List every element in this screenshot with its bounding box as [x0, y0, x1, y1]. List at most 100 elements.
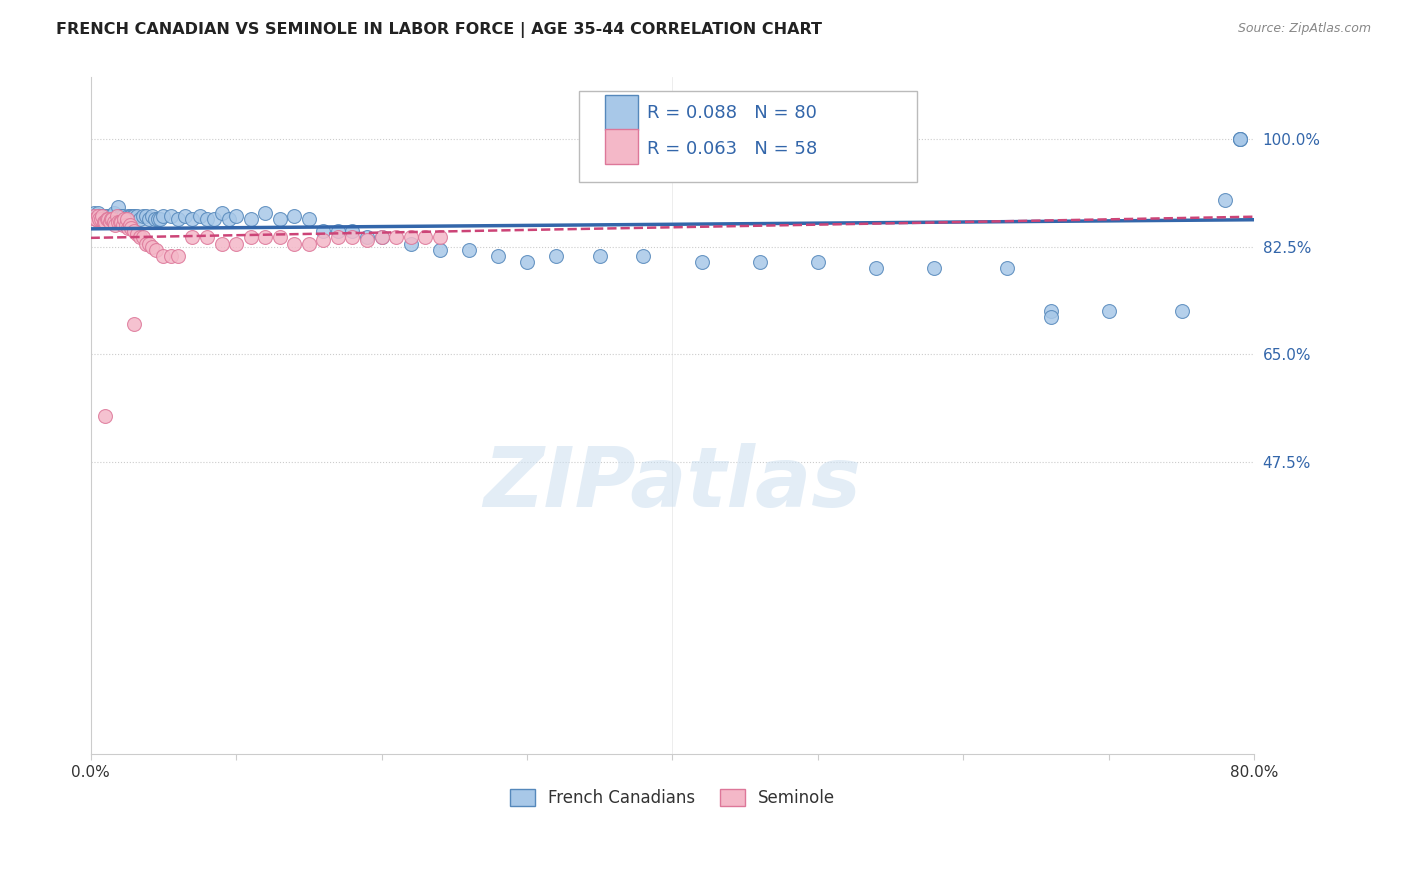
- Point: [399, 236, 422, 251]
- Point: [589, 249, 612, 263]
- Point: [101, 209, 124, 223]
- Point: [117, 221, 139, 235]
- Point: [91, 209, 114, 223]
- Point: [146, 211, 169, 226]
- Point: [202, 211, 225, 226]
- Point: [1170, 304, 1192, 318]
- Point: [107, 200, 129, 214]
- Point: [152, 209, 174, 223]
- Point: [138, 236, 160, 251]
- Point: [429, 243, 451, 257]
- FancyBboxPatch shape: [605, 95, 637, 130]
- Point: [120, 221, 142, 235]
- Point: [188, 209, 211, 223]
- Point: [748, 255, 770, 269]
- Point: [135, 209, 157, 223]
- Point: [370, 230, 392, 244]
- Point: [100, 209, 122, 223]
- Point: [298, 236, 321, 251]
- Point: [326, 230, 349, 244]
- Point: [1098, 304, 1121, 318]
- Point: [86, 211, 108, 226]
- Point: [195, 230, 218, 244]
- Point: [98, 215, 121, 229]
- Point: [101, 211, 124, 226]
- Point: [1039, 310, 1062, 325]
- Point: [143, 211, 166, 226]
- Point: [141, 209, 163, 223]
- Point: [865, 261, 887, 276]
- Point: [152, 249, 174, 263]
- Point: [181, 230, 204, 244]
- Point: [312, 234, 335, 248]
- Point: [135, 236, 157, 251]
- Point: [342, 230, 364, 244]
- Point: [690, 255, 713, 269]
- Point: [195, 211, 218, 226]
- Point: [83, 206, 105, 220]
- Point: [104, 218, 127, 232]
- Point: [84, 211, 107, 226]
- Point: [141, 239, 163, 253]
- Point: [96, 211, 118, 226]
- Point: [107, 215, 129, 229]
- Point: [174, 209, 197, 223]
- Point: [399, 230, 422, 244]
- Point: [239, 230, 262, 244]
- Point: [114, 211, 136, 226]
- Text: R = 0.088   N = 80: R = 0.088 N = 80: [647, 103, 817, 121]
- Point: [94, 215, 117, 229]
- Point: [1229, 132, 1251, 146]
- Text: ZIPatlas: ZIPatlas: [484, 443, 862, 524]
- Point: [298, 211, 321, 226]
- Point: [93, 211, 115, 226]
- Text: Source: ZipAtlas.com: Source: ZipAtlas.com: [1237, 22, 1371, 36]
- Point: [122, 317, 145, 331]
- Point: [269, 230, 291, 244]
- Point: [326, 224, 349, 238]
- Point: [115, 211, 138, 226]
- Point: [112, 211, 135, 226]
- Point: [120, 209, 142, 223]
- Point: [91, 209, 114, 223]
- Point: [486, 249, 509, 263]
- Point: [96, 211, 118, 226]
- Point: [283, 209, 305, 223]
- Point: [633, 249, 655, 263]
- Point: [114, 218, 136, 232]
- Point: [89, 211, 111, 226]
- Point: [159, 209, 181, 223]
- Point: [90, 211, 112, 226]
- Point: [283, 236, 305, 251]
- Point: [145, 243, 167, 257]
- Point: [132, 230, 155, 244]
- Point: [103, 215, 125, 229]
- Point: [121, 209, 143, 223]
- Point: [127, 209, 149, 223]
- Point: [112, 211, 135, 226]
- Point: [342, 224, 364, 238]
- Point: [97, 209, 120, 223]
- Point: [429, 230, 451, 244]
- Point: [111, 218, 134, 232]
- Point: [254, 230, 277, 244]
- Point: [118, 209, 141, 223]
- Point: [117, 209, 139, 223]
- Point: [1213, 194, 1236, 208]
- Point: [1229, 132, 1251, 146]
- Point: [83, 209, 105, 223]
- Point: [105, 209, 128, 223]
- Point: [90, 211, 112, 226]
- Point: [87, 206, 110, 220]
- Point: [413, 230, 436, 244]
- Point: [167, 211, 190, 226]
- Point: [122, 209, 145, 223]
- Point: [138, 211, 160, 226]
- Point: [167, 249, 190, 263]
- Point: [159, 249, 181, 263]
- Point: [995, 261, 1018, 276]
- Point: [312, 224, 335, 238]
- Point: [89, 209, 111, 223]
- Point: [218, 211, 240, 226]
- Point: [254, 206, 277, 220]
